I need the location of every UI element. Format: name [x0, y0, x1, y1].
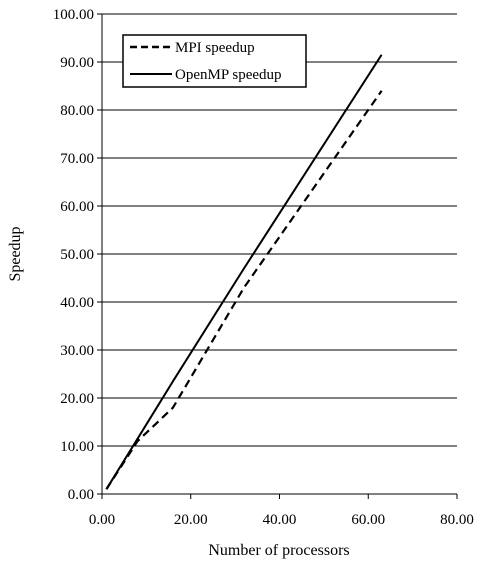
- y-tick-labels: 0.00 10.00 20.00 30.00 40.00 50.00 60.00 70.00 8…: [53, 7, 102, 503]
- y-tick-label: 20.00: [60, 391, 94, 407]
- x-tick-labels: 0.00 20.00 40.00 60.00 80.00: [89, 494, 474, 528]
- legend: MPI speedup OpenMP speedup: [122, 34, 307, 88]
- series-lines: [105, 54, 383, 490]
- y-tick-label: 10.00: [60, 439, 94, 455]
- y-tick-label: 100.00: [53, 7, 94, 23]
- y-tick-label: 60.00: [60, 199, 94, 215]
- x-tick-label: 20.00: [174, 512, 208, 528]
- x-tick-label: 60.00: [351, 512, 385, 528]
- y-tick-label: 50.00: [60, 247, 94, 263]
- mpi-speedup-line: [105, 90, 383, 490]
- x-tick-label: 80.00: [440, 512, 474, 528]
- y-tick-label: 80.00: [60, 103, 94, 119]
- y-axis-title: Speedup: [7, 226, 24, 281]
- y-tick-label: 30.00: [60, 343, 94, 359]
- x-axis-title: Number of processors: [208, 542, 349, 559]
- openmp-speedup-line: [105, 54, 383, 490]
- x-tick-label: 40.00: [263, 512, 297, 528]
- y-tick-label: 90.00: [60, 55, 94, 71]
- y-tick-label: 70.00: [60, 151, 94, 167]
- legend-box: [122, 34, 307, 88]
- legend-mpi-label: MPI speedup: [175, 40, 255, 56]
- legend-openmp-label: OpenMP speedup: [175, 67, 282, 83]
- x-tick-label: 0.00: [89, 512, 115, 528]
- y-tick-label: 40.00: [60, 295, 94, 311]
- y-tick-label: 0.00: [68, 487, 94, 503]
